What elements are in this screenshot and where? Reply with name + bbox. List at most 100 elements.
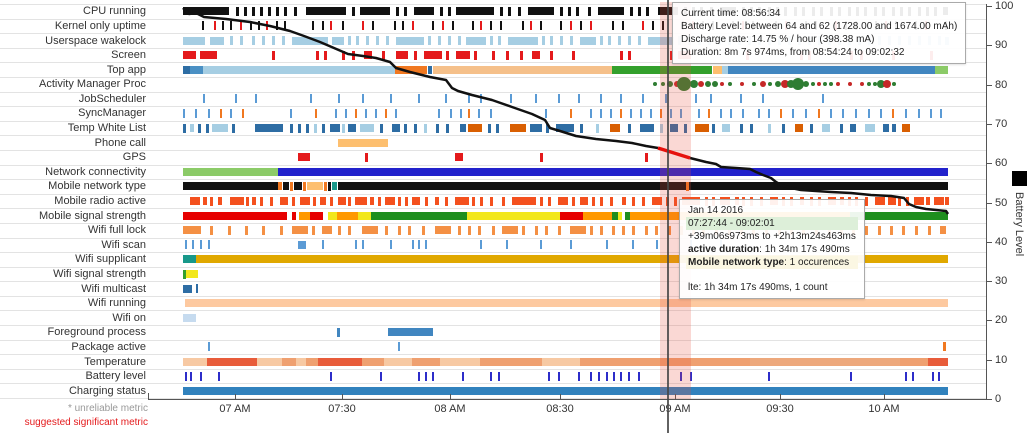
battery-level-segment[interactable] — [768, 371, 770, 381]
wifi-full-lock-segment[interactable] — [865, 225, 868, 235]
mobile-radio-active-segment[interactable] — [934, 197, 944, 205]
activity-manager-proc-event-dot[interactable] — [728, 82, 732, 87]
kernel-only-uptime-segment[interactable] — [312, 21, 314, 31]
row-label-gps[interactable]: GPS — [122, 151, 146, 164]
temperature-segment[interactable] — [183, 357, 207, 366]
battery-level-segment[interactable] — [590, 371, 592, 381]
wifi-full-lock-segment[interactable] — [422, 225, 425, 235]
temperature-segment[interactable] — [257, 357, 282, 366]
syncmanager-segment[interactable] — [242, 108, 244, 118]
userspace-wakelock-segment[interactable] — [600, 36, 603, 45]
cpu-running-segment[interactable] — [588, 6, 591, 16]
temp-white-list-segment[interactable] — [892, 124, 896, 132]
row-label-mobile-radio-active[interactable]: Mobile radio active — [54, 195, 146, 207]
temp-white-list-segment[interactable] — [290, 123, 293, 133]
temp-white-list-segment[interactable] — [840, 123, 843, 133]
mobile-signal-strength-segment[interactable] — [299, 211, 310, 220]
mobile-network-type-segment[interactable] — [328, 181, 331, 191]
wifi-full-lock-segment[interactable] — [535, 225, 538, 235]
temp-white-list-segment[interactable] — [298, 123, 301, 133]
syncmanager-segment[interactable] — [758, 108, 760, 118]
jobscheduler-segment[interactable] — [510, 94, 512, 104]
temp-white-list-segment[interactable] — [392, 124, 400, 132]
gps-segment[interactable] — [365, 152, 368, 162]
wifi-scan-segment[interactable] — [362, 240, 364, 250]
temp-white-list-segment[interactable] — [198, 123, 201, 133]
screen-segment[interactable] — [628, 50, 631, 60]
wifi-scan-segment[interactable] — [632, 240, 634, 250]
syncmanager-segment[interactable] — [805, 108, 807, 118]
cpu-running-segment[interactable] — [638, 6, 641, 16]
temp-white-list-segment[interactable] — [342, 123, 345, 133]
cpu-running-segment[interactable] — [518, 6, 521, 16]
mobile-radio-active-segment[interactable] — [875, 197, 885, 205]
mobile-radio-active-segment[interactable] — [425, 196, 428, 206]
mobile-radio-active-segment[interactable] — [632, 196, 635, 206]
top-app-segment[interactable] — [728, 65, 935, 74]
userspace-wakelock-segment[interactable] — [240, 36, 243, 45]
row-label-foreground-process[interactable]: Foreground process — [47, 326, 146, 339]
top-app-segment[interactable] — [395, 65, 427, 74]
row-label-wifi-signal-strength[interactable]: Wifi signal strength — [53, 268, 146, 280]
mobile-radio-active-segment[interactable] — [610, 196, 613, 206]
wifi-scan-segment[interactable] — [570, 240, 572, 250]
jobscheduler-segment[interactable] — [740, 94, 742, 104]
syncmanager-segment[interactable] — [842, 108, 844, 118]
cpu-running-segment[interactable] — [598, 7, 624, 16]
userspace-wakelock-segment[interactable] — [282, 36, 285, 45]
temp-white-list-segment[interactable] — [232, 123, 235, 133]
userspace-wakelock-segment[interactable] — [428, 36, 431, 45]
top-app-segment[interactable] — [203, 65, 395, 74]
battery-level-segment[interactable] — [380, 371, 382, 381]
activity-manager-proc-event-dot[interactable] — [690, 80, 698, 89]
wifi-scan-segment[interactable] — [540, 240, 542, 250]
jobscheduler-segment[interactable] — [390, 94, 392, 104]
temp-white-list-segment[interactable] — [712, 123, 715, 133]
mobile-network-type-segment[interactable] — [283, 182, 289, 191]
mobile-radio-active-segment[interactable] — [398, 196, 401, 206]
activity-manager-proc-event-dot[interactable] — [775, 81, 781, 88]
screen-segment[interactable] — [474, 50, 477, 60]
syncmanager-segment[interactable] — [940, 108, 942, 118]
screen-segment[interactable] — [424, 51, 442, 60]
screen-segment[interactable] — [506, 50, 509, 60]
jobscheduler-segment[interactable] — [620, 94, 622, 104]
battery-level-segment[interactable] — [638, 371, 640, 381]
charging-status-segment[interactable] — [183, 386, 948, 395]
syncmanager-segment[interactable] — [230, 108, 232, 118]
wifi-scan-segment[interactable] — [355, 240, 357, 250]
temp-white-list-segment[interactable] — [546, 123, 549, 133]
jobscheduler-segment[interactable] — [255, 94, 257, 104]
syncmanager-segment[interactable] — [768, 108, 770, 118]
kernel-only-uptime-segment[interactable] — [622, 21, 624, 31]
kernel-only-uptime-segment[interactable] — [590, 21, 592, 31]
userspace-wakelock-segment[interactable] — [230, 36, 233, 45]
cpu-running-segment[interactable] — [448, 6, 451, 16]
wifi-scan-segment[interactable] — [322, 240, 324, 250]
wifi-full-lock-segment[interactable] — [183, 226, 201, 235]
temperature-segment[interactable] — [318, 357, 362, 366]
activity-manager-proc-event-dot[interactable] — [667, 81, 673, 88]
wifi-full-lock-segment[interactable] — [668, 225, 671, 235]
temperature-segment[interactable] — [580, 357, 750, 366]
syncmanager-segment[interactable] — [355, 108, 357, 118]
activity-manager-proc-event-dot[interactable] — [873, 82, 877, 87]
userspace-wakelock-segment[interactable] — [210, 36, 224, 45]
temp-white-list-segment[interactable] — [810, 123, 813, 133]
syncmanager-segment[interactable] — [478, 108, 480, 118]
wifi-full-lock-segment[interactable] — [478, 225, 481, 235]
wifi-full-lock-segment[interactable] — [645, 225, 648, 235]
wifi-scan-segment[interactable] — [480, 240, 482, 250]
mobile-radio-active-segment[interactable] — [252, 197, 256, 205]
cpu-running-segment[interactable] — [260, 6, 263, 16]
temp-white-list-segment[interactable] — [640, 124, 654, 132]
kernel-only-uptime-segment[interactable] — [490, 21, 492, 31]
syncmanager-segment[interactable] — [570, 108, 572, 118]
wifi-on-segment[interactable] — [183, 313, 196, 322]
userspace-wakelock-segment[interactable] — [466, 36, 486, 45]
activity-manager-proc-event-dot[interactable] — [867, 82, 871, 87]
screen-segment[interactable] — [492, 50, 495, 60]
mobile-radio-active-segment[interactable] — [888, 197, 896, 205]
cpu-running-segment[interactable] — [630, 6, 633, 16]
temp-white-list-segment[interactable] — [488, 123, 491, 133]
